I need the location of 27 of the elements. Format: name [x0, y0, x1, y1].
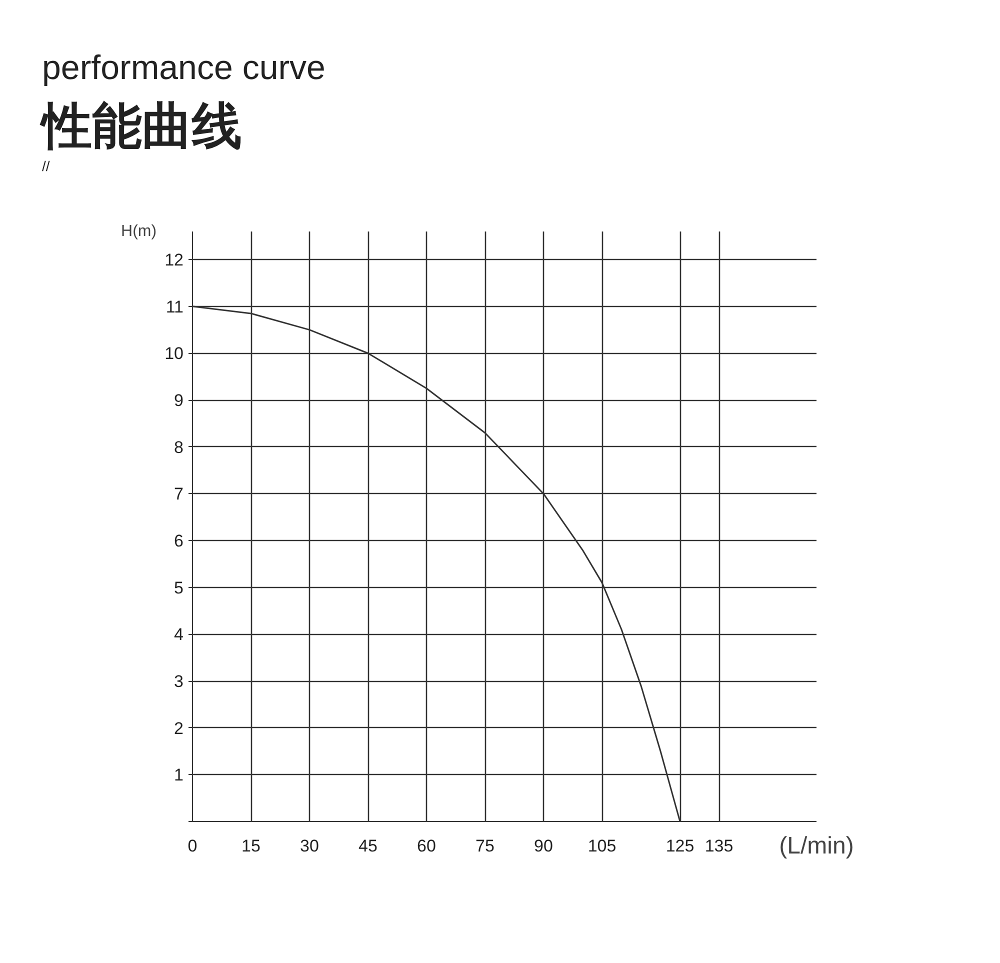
y-tick-label: 7: [174, 484, 184, 504]
x-tick-label: 60: [417, 836, 436, 856]
x-tick-label: 125: [666, 836, 694, 856]
y-tick-label: 11: [166, 297, 184, 316]
x-tick-label: 45: [358, 836, 378, 856]
x-tick-label: 30: [300, 836, 319, 856]
x-tick-label: 105: [588, 836, 616, 856]
x-tick-label: 15: [242, 836, 260, 856]
y-tick-label: 2: [174, 718, 184, 738]
y-tick-label: 6: [174, 532, 184, 551]
x-axis-title: (L/min): [779, 832, 854, 860]
y-axis-title: H(m): [121, 223, 157, 240]
y-tick-label: 9: [174, 391, 184, 410]
y-tick-label: 10: [164, 344, 184, 364]
x-tick-label: 75: [476, 836, 494, 856]
x-tick-label: 90: [534, 836, 553, 856]
y-tick-label: 3: [174, 672, 184, 692]
y-tick-label: 1: [174, 766, 184, 785]
x-tick-label: 0: [188, 836, 198, 856]
y-tick-label: 8: [174, 438, 184, 457]
chart-subtitle: performance curve: [42, 48, 326, 89]
text: //: [42, 157, 50, 176]
y-tick-label: 5: [174, 578, 184, 598]
chart-title: 性能曲线: [42, 97, 242, 155]
x-tick-label: 135: [704, 836, 734, 856]
y-tick-label: 4: [174, 625, 184, 644]
y-tick-label: 12: [164, 250, 184, 270]
